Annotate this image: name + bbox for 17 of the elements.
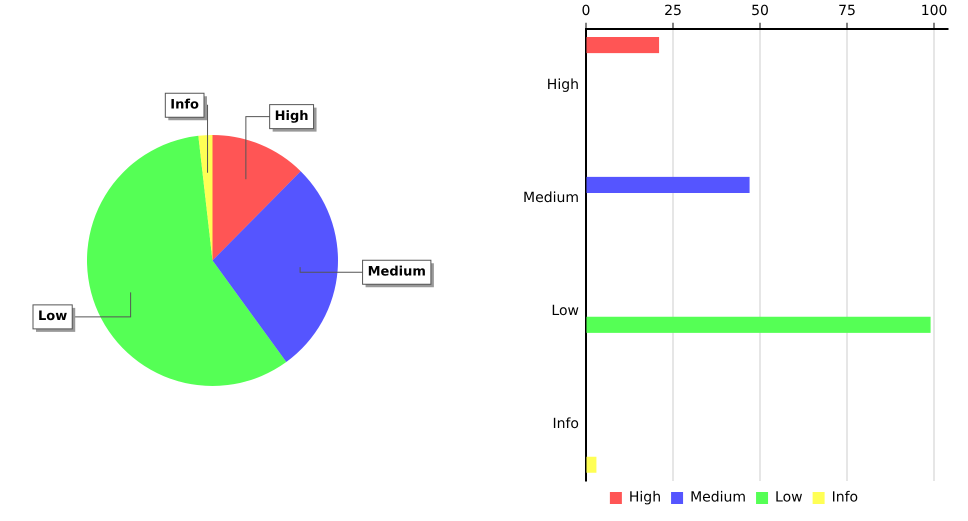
slice-label: High bbox=[274, 109, 309, 124]
slice-label: Medium bbox=[368, 264, 426, 280]
legend-label: Info bbox=[832, 490, 858, 506]
slice-label: Info bbox=[170, 98, 200, 113]
x-tick-label: 100 bbox=[920, 3, 948, 20]
y-tick-label: High bbox=[546, 76, 579, 93]
legend-label: Medium bbox=[690, 490, 746, 506]
legend-label: High bbox=[628, 490, 662, 506]
x-tick-label: 50 bbox=[751, 3, 769, 20]
y-tick-label: Low bbox=[551, 303, 579, 320]
slice-label: Low bbox=[38, 309, 68, 324]
y-tick-label: Info bbox=[552, 416, 579, 432]
x-tick-label: 0 bbox=[582, 3, 590, 20]
y-tick-label: Medium bbox=[522, 190, 579, 206]
legend-label: Low bbox=[775, 490, 803, 506]
x-tick-label: 25 bbox=[664, 3, 682, 20]
x-tick-label: 75 bbox=[838, 3, 856, 20]
